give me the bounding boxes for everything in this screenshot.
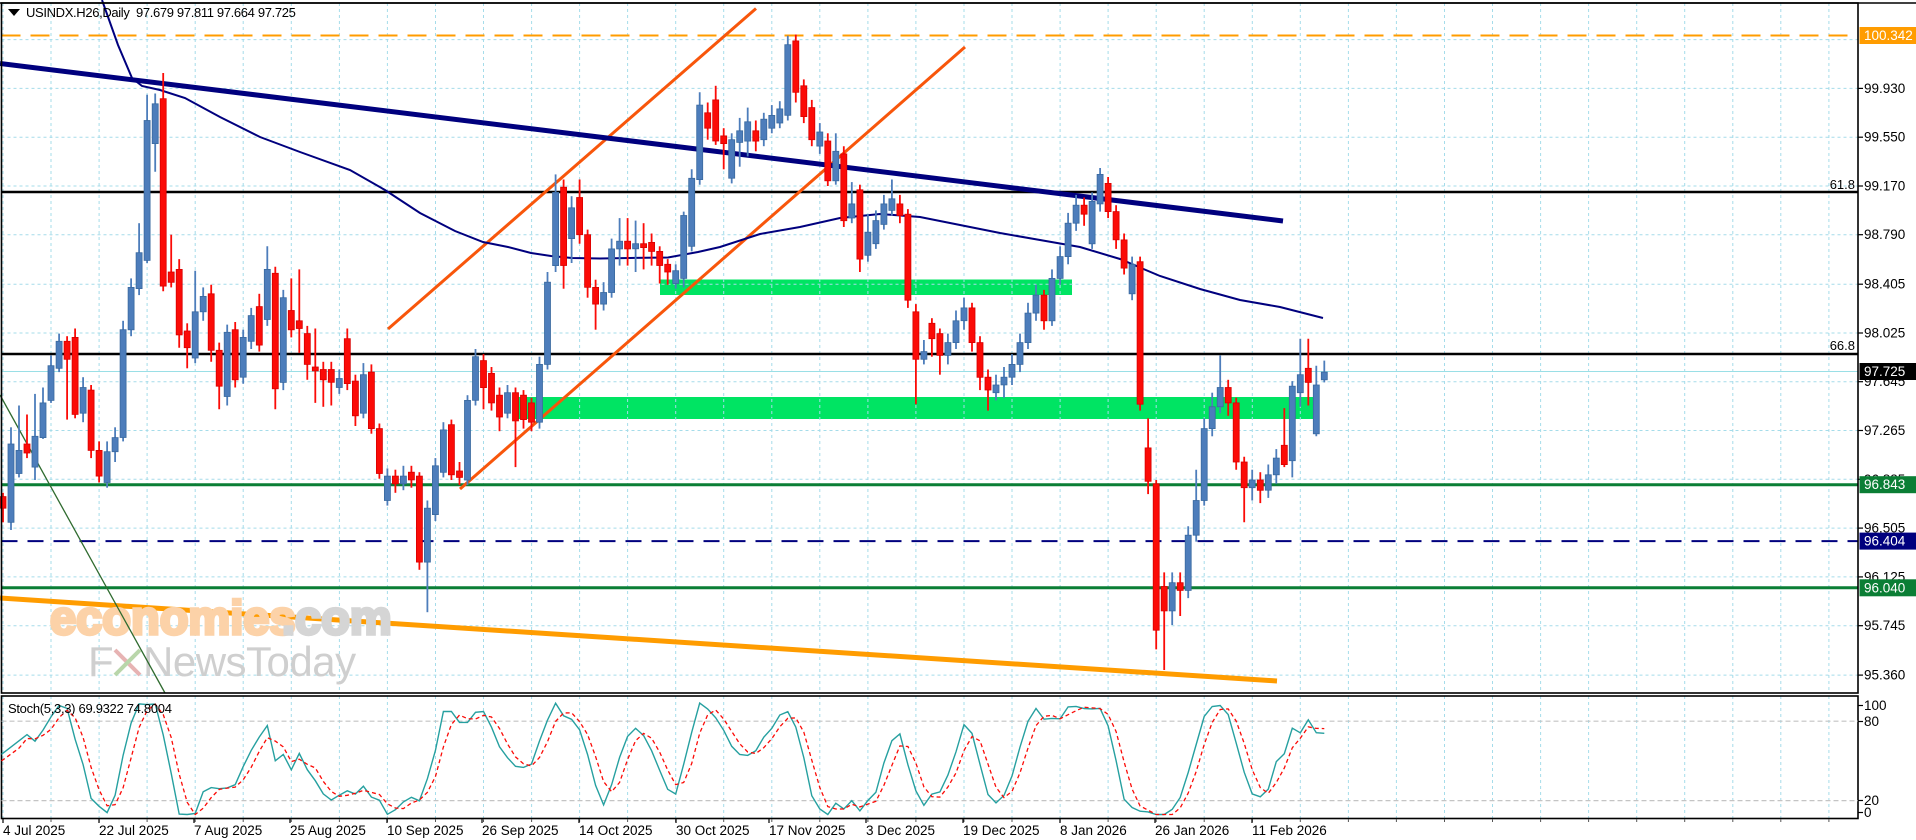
svg-text:11 Feb 2026: 11 Feb 2026 <box>1252 823 1327 838</box>
svg-text:17 Nov 2025: 17 Nov 2025 <box>769 823 846 838</box>
svg-text:95.360: 95.360 <box>1864 668 1905 683</box>
svg-text:25 Aug 2025: 25 Aug 2025 <box>290 823 366 838</box>
svg-text:19 Dec 2025: 19 Dec 2025 <box>963 823 1040 838</box>
svg-text:22 Jul 2025: 22 Jul 2025 <box>99 823 169 838</box>
svg-text:USINDX.H26,Daily 97.679 97.81: USINDX.H26,Daily 97.679 97.811 97.664 97… <box>26 5 296 20</box>
svg-text:26 Jan 2026: 26 Jan 2026 <box>1155 823 1229 838</box>
svg-text:97.645: 97.645 <box>1864 374 1905 389</box>
svg-text:96.404: 96.404 <box>1864 534 1906 549</box>
svg-text:66.8: 66.8 <box>1830 338 1855 353</box>
svg-text:20: 20 <box>1864 793 1879 808</box>
svg-text:26 Sep 2025: 26 Sep 2025 <box>482 823 559 838</box>
svg-text:NewsToday: NewsToday <box>143 638 356 685</box>
svg-text:.com: .com <box>282 591 392 644</box>
svg-text:14 Oct 2025: 14 Oct 2025 <box>579 823 653 838</box>
svg-text:100.342: 100.342 <box>1864 28 1913 43</box>
svg-text:economies: economies <box>50 591 296 644</box>
svg-text:80: 80 <box>1864 714 1879 729</box>
svg-text:97.725: 97.725 <box>1864 364 1905 379</box>
svg-text:99.930: 99.930 <box>1864 81 1905 96</box>
svg-text:30 Oct 2025: 30 Oct 2025 <box>676 823 750 838</box>
svg-text:61.8: 61.8 <box>1830 177 1855 192</box>
svg-text:96.505: 96.505 <box>1864 521 1905 536</box>
svg-text:0: 0 <box>1864 805 1872 820</box>
svg-text:3 Dec 2025: 3 Dec 2025 <box>866 823 935 838</box>
svg-text:98.790: 98.790 <box>1864 227 1905 242</box>
svg-text:Stoch(5,3,3) 69.9322 74.8004: Stoch(5,3,3) 69.9322 74.8004 <box>8 701 172 716</box>
svg-text:8 Jan 2026: 8 Jan 2026 <box>1060 823 1127 838</box>
svg-text:10 Sep 2025: 10 Sep 2025 <box>387 823 464 838</box>
svg-text:99.550: 99.550 <box>1864 130 1905 145</box>
svg-text:97.265: 97.265 <box>1864 423 1905 438</box>
svg-text:98.025: 98.025 <box>1864 326 1905 341</box>
svg-text:100: 100 <box>1864 698 1887 713</box>
svg-text:F: F <box>88 638 114 685</box>
svg-text:99.170: 99.170 <box>1864 179 1905 194</box>
svg-text:96.040: 96.040 <box>1864 580 1905 595</box>
svg-text:7 Aug 2025: 7 Aug 2025 <box>194 823 262 838</box>
svg-text:98.405: 98.405 <box>1864 277 1905 292</box>
svg-text:96.843: 96.843 <box>1864 477 1905 492</box>
svg-text:95.745: 95.745 <box>1864 618 1905 633</box>
svg-text:4 Jul 2025: 4 Jul 2025 <box>3 823 65 838</box>
